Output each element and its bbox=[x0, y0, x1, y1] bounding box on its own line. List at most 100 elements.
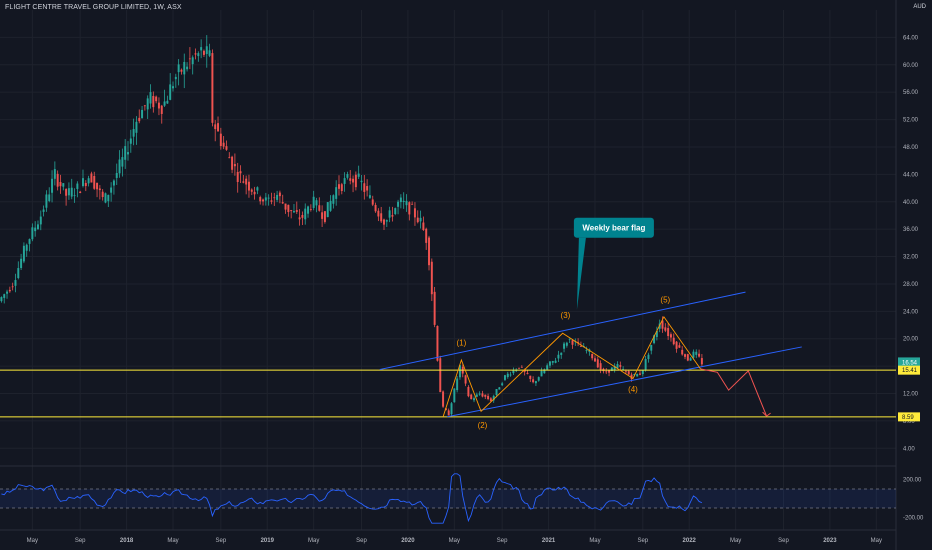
candle-body bbox=[143, 105, 146, 107]
candle-body bbox=[360, 180, 363, 183]
y-tick-label: 36.00 bbox=[903, 227, 919, 233]
candle-body bbox=[698, 353, 701, 357]
candle-body bbox=[613, 366, 616, 370]
candle-body bbox=[172, 86, 174, 89]
candle-body bbox=[267, 197, 270, 199]
candle-body bbox=[529, 375, 532, 379]
candle-body bbox=[349, 178, 352, 181]
candle-body bbox=[315, 200, 318, 206]
y-tick-label: 12.00 bbox=[903, 392, 919, 398]
candle-body bbox=[520, 366, 523, 368]
candle-body bbox=[546, 365, 549, 370]
x-tick-label: May bbox=[871, 538, 882, 544]
candle-body bbox=[399, 197, 402, 203]
y-tick-label: 32.00 bbox=[903, 255, 919, 261]
candle-body bbox=[450, 403, 453, 415]
x-tick-label: 2018 bbox=[120, 538, 134, 544]
candle-body bbox=[608, 370, 611, 373]
candle-body bbox=[278, 192, 281, 197]
candle-body bbox=[397, 201, 400, 207]
candle-body bbox=[180, 69, 183, 72]
candle-body bbox=[219, 133, 222, 147]
candle-body bbox=[287, 204, 290, 213]
candle-body bbox=[6, 291, 9, 294]
price-axis[interactable]: 64.00 60.00 56.00 52.00 48.00 44.00 40.00 36.00… bbox=[898, 35, 924, 522]
candle-body bbox=[498, 387, 501, 390]
candle-body bbox=[503, 375, 506, 380]
candle-body bbox=[366, 186, 369, 191]
candle-body bbox=[644, 359, 647, 370]
candle-body bbox=[312, 196, 315, 208]
candle-body bbox=[577, 341, 580, 343]
candle-body bbox=[352, 178, 355, 183]
candle-body bbox=[36, 224, 39, 230]
candle-body bbox=[335, 187, 338, 199]
candle-body bbox=[447, 410, 450, 416]
y-tick-label: 20.00 bbox=[903, 337, 919, 343]
candle-body bbox=[554, 360, 557, 363]
candles bbox=[0, 35, 703, 416]
y-tick-label: 24.00 bbox=[903, 309, 919, 315]
candle-body bbox=[326, 202, 329, 218]
support-upper-label: 15.41 bbox=[902, 368, 918, 374]
candle-body bbox=[107, 194, 110, 202]
candle-body bbox=[132, 129, 135, 137]
x-tick-label: Sep bbox=[215, 538, 226, 544]
candle-body bbox=[51, 178, 54, 193]
candle-body bbox=[633, 373, 636, 376]
candle-body bbox=[76, 183, 79, 189]
candle-body bbox=[478, 393, 481, 395]
candle-body bbox=[183, 61, 186, 75]
candle-body bbox=[568, 338, 571, 340]
x-tick-label: Sep bbox=[497, 538, 508, 544]
candle-body bbox=[211, 53, 214, 123]
channel-lower bbox=[447, 346, 802, 418]
candle-body bbox=[292, 211, 295, 213]
candle-body bbox=[127, 152, 129, 155]
labels: (1) (2) (3) (4) (5) Weekly bear flag bbox=[456, 217, 671, 430]
candle-body bbox=[323, 211, 326, 222]
candle-body bbox=[523, 369, 526, 372]
candle-body bbox=[394, 208, 397, 215]
candle-body bbox=[594, 358, 596, 362]
candle-body bbox=[11, 286, 14, 288]
candle-body bbox=[605, 371, 608, 373]
x-tick-label: 2022 bbox=[683, 538, 697, 544]
candle-body bbox=[453, 388, 456, 403]
candle-body bbox=[419, 217, 422, 222]
candle-body bbox=[79, 191, 82, 193]
candle-body bbox=[610, 367, 613, 372]
currency-label: AUD bbox=[913, 4, 926, 10]
candle-body bbox=[87, 178, 90, 184]
candle-body bbox=[155, 96, 158, 102]
y-tick-label: 64.00 bbox=[903, 35, 919, 41]
candle-body bbox=[298, 217, 301, 220]
candle-body bbox=[233, 164, 236, 167]
candle-body bbox=[439, 358, 442, 393]
candle-body bbox=[473, 398, 476, 401]
candle-body bbox=[188, 58, 191, 60]
candle-body bbox=[413, 208, 416, 218]
candle-body bbox=[166, 100, 169, 104]
candle-body bbox=[152, 95, 155, 108]
candle-body bbox=[115, 173, 118, 178]
candle-body bbox=[20, 258, 23, 269]
candle-body bbox=[456, 378, 459, 391]
candle-body bbox=[96, 182, 99, 190]
candle-body bbox=[596, 359, 599, 368]
candle-body bbox=[655, 330, 658, 337]
candle-body bbox=[112, 180, 115, 186]
oscillator-tick-label: -200.00 bbox=[903, 516, 924, 522]
candle-body bbox=[343, 178, 346, 184]
candle-body bbox=[518, 367, 521, 369]
candle-body bbox=[526, 373, 529, 374]
candle-body bbox=[273, 197, 276, 199]
candle-body bbox=[309, 209, 312, 210]
time-axis[interactable]: May Sep 2018 May Sep 2019 May Sep 2020 May Sep 2021… bbox=[27, 538, 882, 544]
candle-body bbox=[408, 202, 411, 215]
candle-body bbox=[338, 184, 340, 189]
chart-title: FLIGHT CENTRE TRAVEL GROUP LIMITED, 1W, … bbox=[5, 4, 182, 11]
candle-body bbox=[678, 345, 681, 348]
candle-body bbox=[340, 184, 343, 191]
